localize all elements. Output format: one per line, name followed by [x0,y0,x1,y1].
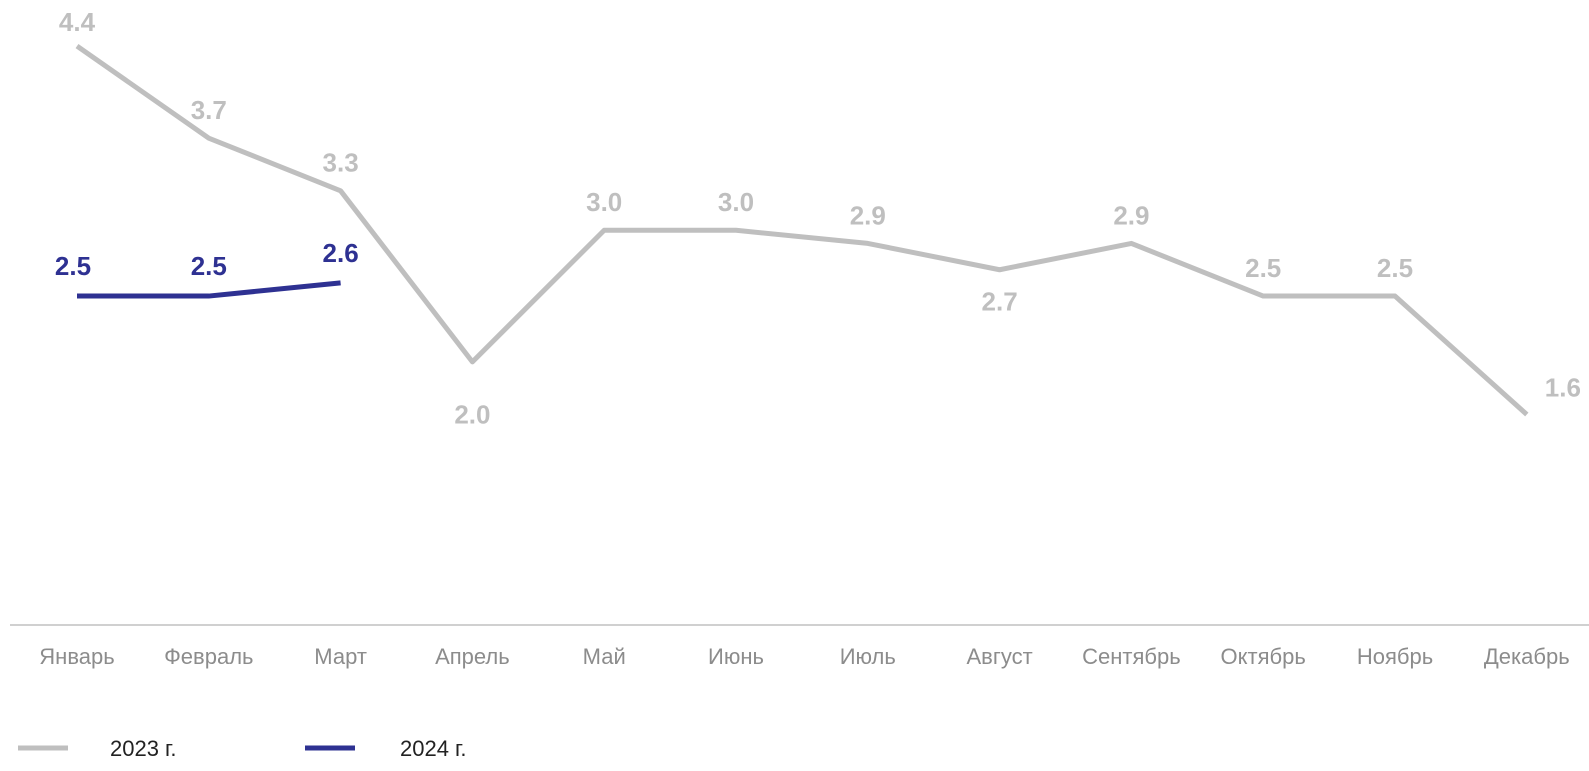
value-label: 2.5 [191,251,227,281]
x-tick-label: Март [314,644,367,669]
value-label: 3.7 [191,95,227,125]
x-tick-label: Июль [840,644,896,669]
x-tick-label: Август [966,644,1032,669]
value-label: 2.5 [1245,253,1281,283]
x-tick-label: Декабрь [1484,644,1570,669]
value-label: 2.9 [850,200,886,230]
value-label: 2.5 [1377,253,1413,283]
x-tick-label: Апрель [435,644,510,669]
value-label: 2.6 [323,238,359,268]
x-tick-label: Ноябрь [1357,644,1433,669]
value-label: 2.0 [454,400,490,430]
value-label: 1.6 [1545,372,1581,402]
x-tick-label: Июнь [708,644,764,669]
legend-label: 2024 г. [400,736,467,761]
x-tick-label: Февраль [164,644,253,669]
value-label: 2.9 [1113,200,1149,230]
x-tick-label: Май [583,644,626,669]
value-label: 3.0 [718,187,754,217]
value-label: 2.5 [55,251,91,281]
legend-label: 2023 г. [110,736,177,761]
value-label: 3.3 [323,148,359,178]
x-tick-label: Январь [39,644,114,669]
series-line [75,44,1529,417]
x-tick-label: Октябрь [1221,644,1306,669]
value-label: 2.7 [982,287,1018,317]
value-label: 3.0 [586,187,622,217]
x-tick-label: Сентябрь [1082,644,1181,669]
value-label: 4.4 [59,7,96,37]
series-line [77,280,341,299]
